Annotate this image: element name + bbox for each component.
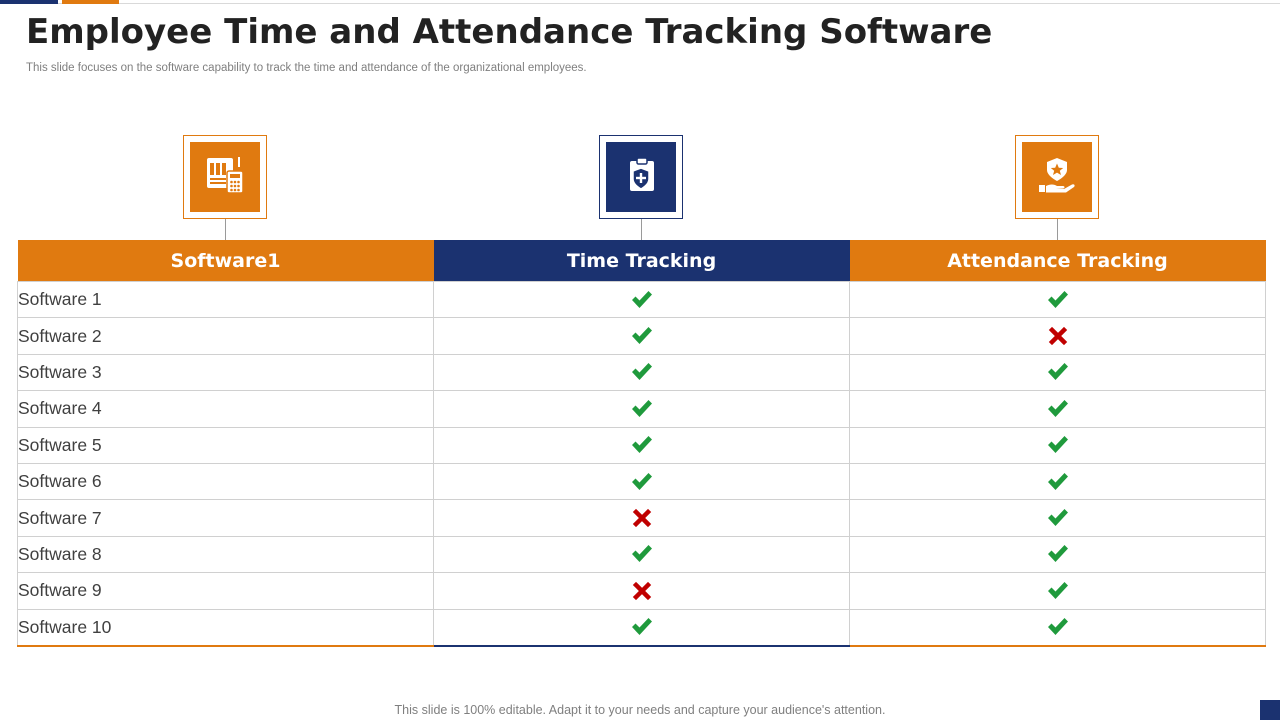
column-header-time-tracking: Time Tracking: [433, 240, 850, 282]
table-row: Software 5: [17, 426, 1266, 464]
check-icon: [1047, 436, 1068, 454]
table-row: Software 6: [17, 462, 1266, 501]
cross-icon: [1048, 326, 1067, 346]
slide-title: Employee Time and Attendance Tracking So…: [26, 12, 993, 52]
check-icon: [1047, 545, 1068, 563]
check-icon: [1047, 581, 1068, 599]
attendance-tracking-connector: [1057, 219, 1058, 241]
software-name-cell: Software 2: [17, 317, 434, 355]
table-row: Software 1: [17, 280, 1266, 319]
attendance-tracking-cell: [849, 572, 1266, 610]
column-header-attendance-tracking: Attendance Tracking: [849, 240, 1266, 282]
software-column-icon-box: [183, 135, 267, 219]
software-name-cell: Software 9: [17, 572, 434, 610]
check-icon: [631, 399, 652, 417]
time-tracking-connector: [641, 219, 642, 241]
check-icon: [1047, 618, 1068, 636]
cross-icon: [632, 508, 651, 528]
attendance-tracking-cell: [849, 608, 1266, 647]
table-row: Software 10: [17, 608, 1266, 647]
table-row: Software 2: [17, 317, 1266, 355]
software-name-cell: Software 6: [17, 462, 434, 501]
software-name-cell: Software 1: [17, 280, 434, 319]
software-name-cell: Software 7: [17, 499, 434, 537]
slide-subtitle: This slide focuses on the software capab…: [26, 62, 587, 74]
time-tracking-cell: [433, 462, 850, 501]
time-tracking-cell: [433, 317, 850, 355]
check-icon: [631, 618, 652, 636]
table-row: Software 9: [17, 572, 1266, 610]
attendance-tracking-cell: [849, 426, 1266, 464]
time-tracking-cell: [433, 608, 850, 647]
time-tracking-icon-box: [599, 135, 683, 219]
software-name-cell: Software 10: [17, 608, 434, 647]
cross-icon: [632, 581, 651, 600]
clipboard-shield-icon: [621, 155, 661, 200]
top-rule: [0, 3, 1280, 4]
attendance-tracking-cell: [849, 499, 1266, 537]
footer-note: This slide is 100% editable. Adapt it to…: [394, 703, 886, 717]
software-name-cell: Software 8: [17, 535, 434, 574]
check-icon: [631, 545, 652, 563]
time-tracking-cell: [433, 572, 850, 610]
table-row: Software 7: [17, 499, 1266, 537]
check-icon: [1047, 509, 1068, 527]
check-icon: [1047, 472, 1068, 490]
attendance-tracking-cell: [849, 317, 1266, 355]
corner-accent: [1260, 700, 1280, 720]
time-tracking-cell: [433, 426, 850, 464]
attendance-tracking-cell: [849, 462, 1266, 501]
check-icon: [1047, 363, 1068, 381]
time-tracking-cell: [433, 390, 850, 428]
software-name-cell: Software 5: [17, 426, 434, 464]
check-icon: [631, 290, 652, 308]
attendance-tracking-cell: [849, 353, 1266, 392]
top-accent-orange: [62, 0, 119, 4]
software-name-cell: Software 3: [17, 353, 434, 392]
table-header-row: Software1 Time Tracking Attendance Track…: [17, 240, 1266, 282]
check-icon: [631, 363, 652, 381]
hand-shield-star-icon: [1036, 155, 1078, 200]
time-tracking-cell: [433, 280, 850, 319]
attendance-tracking-cell: [849, 280, 1266, 319]
column-header-software: Software1: [17, 240, 434, 282]
check-icon: [631, 327, 652, 345]
time-tracking-cell: [433, 535, 850, 574]
table-row: Software 8: [17, 535, 1266, 574]
attendance-tracking-cell: [849, 535, 1266, 574]
check-icon: [1047, 399, 1068, 417]
software-column-connector: [225, 219, 226, 241]
top-accent-blue: [0, 0, 58, 4]
time-tracking-cell: [433, 353, 850, 392]
attendance-tracking-icon-box: [1015, 135, 1099, 219]
check-icon: [1047, 290, 1068, 308]
software-name-cell: Software 4: [17, 390, 434, 428]
spreadsheet-calculator-icon: [205, 155, 245, 200]
table-row: Software 4: [17, 390, 1266, 428]
time-tracking-cell: [433, 499, 850, 537]
comparison-table: Software1 Time Tracking Attendance Track…: [17, 240, 1266, 647]
table-row: Software 3: [17, 353, 1266, 392]
check-icon: [631, 472, 652, 490]
check-icon: [631, 436, 652, 454]
attendance-tracking-cell: [849, 390, 1266, 428]
